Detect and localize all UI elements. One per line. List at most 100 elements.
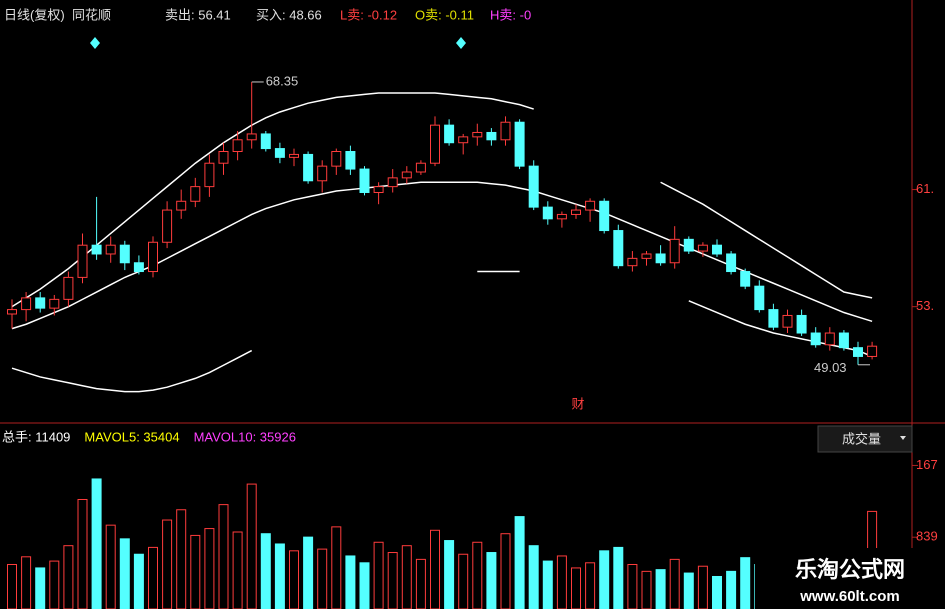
candle-body — [190, 186, 201, 202]
candle-body — [853, 347, 863, 357]
y-tick-label: 53. — [916, 298, 934, 313]
dropdown-arrow — [900, 436, 906, 440]
volume-bar — [190, 534, 201, 609]
candle-body — [91, 244, 102, 255]
volume-bar — [472, 541, 483, 609]
candle-body — [810, 332, 821, 346]
candle-body — [712, 244, 722, 255]
candle-body — [21, 297, 32, 311]
candle-body — [867, 345, 878, 357]
volume-bar — [486, 552, 497, 609]
volume-bar — [21, 556, 32, 609]
candle-body — [373, 186, 384, 193]
candle-body — [430, 124, 440, 164]
h-sell: H卖: -0 — [490, 7, 531, 22]
candle-body — [162, 209, 173, 243]
indicator-select[interactable] — [817, 425, 913, 453]
candle-body — [345, 151, 356, 170]
volume-bar — [697, 565, 708, 609]
candle-body — [401, 171, 412, 179]
volume-stat: MAVOL5: 35404 — [84, 429, 179, 444]
candle-body — [176, 200, 187, 211]
annotation: 49.03 — [814, 360, 847, 375]
volume-bar — [683, 572, 694, 609]
volume-bar — [49, 560, 60, 609]
candle-body — [500, 121, 511, 141]
candle-body — [246, 133, 257, 141]
volume-bar — [274, 543, 285, 609]
volume-bar — [218, 504, 229, 609]
candle-body — [35, 297, 46, 309]
source: 同花顺 — [72, 7, 111, 22]
volume-bar — [331, 526, 342, 609]
volume-bar — [444, 540, 455, 609]
candle-body — [387, 177, 398, 188]
candle-body — [726, 253, 737, 273]
candle-body — [7, 309, 17, 315]
volume-bar — [133, 553, 144, 609]
l-sell: L卖: -0.12 — [340, 7, 397, 22]
watermark-url: www.60lt.com — [799, 588, 899, 605]
candle-body — [359, 168, 370, 193]
volume-bar — [627, 564, 638, 609]
candle-body — [585, 200, 596, 211]
candle-body — [317, 165, 328, 182]
candle-body — [204, 162, 215, 188]
volume-bar — [63, 545, 74, 609]
volume-bar — [669, 558, 680, 609]
volume-bar — [373, 541, 384, 609]
candle-body — [683, 238, 694, 252]
watermark-name: 乐淘公式网 — [795, 557, 905, 582]
candle-body — [556, 213, 567, 220]
volume-bar — [641, 570, 652, 609]
candle-body — [218, 151, 229, 164]
candle-body — [542, 206, 553, 220]
volume-bar — [430, 529, 440, 609]
candle-body — [232, 139, 243, 153]
buy: 买入: 48.66 — [256, 7, 322, 22]
volume-bar — [91, 478, 102, 609]
volume-bar — [740, 557, 751, 609]
candle-body — [331, 151, 342, 167]
candle-body — [303, 153, 314, 182]
candle-body — [528, 165, 539, 208]
volume-bar — [514, 516, 525, 609]
volume-bar — [289, 550, 299, 609]
volume-stat: MAVOL10: 35926 — [194, 429, 296, 444]
volume-bar — [726, 570, 737, 609]
volume-bar — [415, 558, 426, 609]
candle-body — [754, 285, 765, 311]
candle-body — [49, 298, 60, 309]
volume-bar — [542, 560, 553, 609]
period: 日线(复权) — [4, 7, 65, 22]
volume-bar — [35, 567, 46, 609]
candle-body — [444, 124, 455, 144]
candle-body — [782, 314, 793, 328]
volume-bar — [148, 546, 158, 609]
volume-bar — [176, 509, 187, 609]
candle-body — [289, 153, 299, 158]
volume-bar — [345, 555, 356, 609]
volume-bar — [317, 548, 328, 609]
annotation: 68.35 — [266, 73, 299, 88]
candle-body — [260, 133, 271, 150]
o-sell: O卖: -0.11 — [415, 7, 474, 22]
candle-body — [838, 332, 849, 349]
candle-body — [599, 200, 610, 232]
candle-body — [796, 314, 807, 334]
volume-bar — [458, 553, 469, 609]
volume-bar — [571, 567, 581, 609]
candle-body — [669, 238, 680, 264]
y-tick-label: 167 — [916, 457, 938, 472]
candle-body — [571, 209, 581, 215]
candle-body — [655, 253, 666, 264]
volume-bar — [303, 536, 314, 609]
volume-bar — [204, 528, 215, 609]
volume-bar — [401, 545, 412, 609]
volume-bar — [359, 562, 370, 609]
candle-body — [740, 271, 751, 287]
volume-bar — [585, 562, 596, 609]
volume-bar — [712, 575, 722, 609]
candle-body — [148, 241, 158, 273]
